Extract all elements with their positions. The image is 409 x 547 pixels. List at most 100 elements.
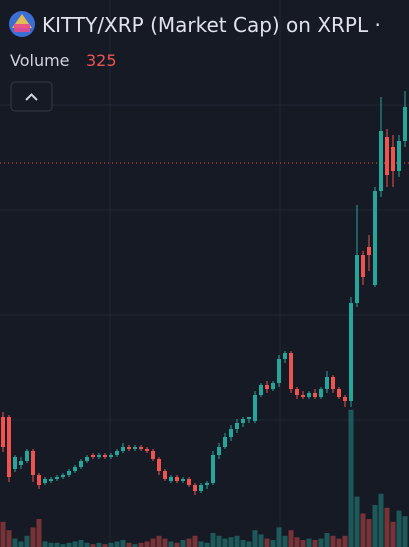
volume-bar	[48, 542, 54, 547]
candle-body	[247, 417, 251, 419]
volume-bar	[108, 542, 114, 547]
candle-body	[361, 255, 365, 277]
volume-bar	[342, 535, 348, 547]
volume-bar	[168, 541, 174, 547]
candle-body	[157, 459, 161, 471]
candle-body	[349, 303, 353, 401]
candle-body	[295, 389, 299, 395]
candle-body	[85, 457, 89, 461]
volume-bar	[198, 541, 204, 547]
volume-bar	[186, 538, 192, 547]
volume-bar	[360, 513, 366, 547]
candle-body	[133, 447, 137, 449]
volume-bar	[372, 505, 378, 547]
volume-bar	[114, 541, 120, 547]
candle-body	[325, 377, 329, 389]
volume-bar	[252, 530, 258, 547]
candle-body	[331, 377, 335, 389]
candle-body	[277, 359, 281, 383]
volume-bar	[366, 519, 372, 547]
candle-body	[271, 383, 275, 389]
volume-bar	[156, 535, 162, 547]
candle-body	[367, 247, 371, 255]
candle-body	[151, 451, 155, 459]
volume-bar	[270, 540, 276, 547]
volume-bar	[240, 540, 246, 547]
candle-body	[37, 475, 41, 485]
volume-bar	[210, 533, 216, 547]
volume-bar	[318, 538, 324, 547]
candle-body	[121, 447, 125, 451]
candle-body	[259, 385, 263, 395]
candle-body	[97, 455, 101, 457]
volume-bar	[90, 544, 96, 547]
volume-bar	[288, 530, 294, 547]
volume-bar	[24, 535, 30, 547]
candle-body	[283, 353, 287, 359]
candle-body	[193, 485, 197, 491]
candle-body	[199, 485, 203, 491]
candle-body	[1, 417, 5, 447]
volume-bar	[204, 542, 210, 547]
volume-bar	[294, 537, 300, 547]
volume-bar	[18, 541, 24, 547]
candle-body	[223, 437, 227, 447]
candle-body	[343, 397, 347, 401]
candle-body	[139, 447, 143, 449]
volume-bar	[36, 519, 42, 547]
volume-bar	[138, 542, 144, 547]
candle-body	[265, 385, 269, 389]
volume-bar	[348, 409, 354, 547]
candle-body	[109, 455, 113, 457]
volume-bar	[402, 516, 408, 547]
legend-overlay: KITTY/XRP (Market Cap) on XRPL · Volume …	[9, 11, 381, 112]
volume-bar	[120, 540, 126, 547]
candle-body	[217, 447, 221, 455]
volume-value: 325	[86, 51, 117, 70]
volume-bar	[378, 493, 384, 547]
volume-bar	[246, 541, 252, 547]
volume-bar	[6, 530, 12, 547]
volume-bar	[258, 534, 264, 547]
volume-bar	[144, 541, 150, 547]
collapse-button[interactable]	[10, 81, 53, 112]
volume-bar	[78, 540, 84, 547]
candle-body	[211, 455, 215, 483]
candle-body	[229, 429, 233, 437]
volume-bar	[384, 507, 390, 547]
volume-bar	[30, 527, 36, 547]
volume-bar	[330, 535, 336, 547]
candle-body	[301, 395, 305, 397]
candle-body	[103, 455, 107, 457]
candle-body	[55, 477, 59, 479]
candle-body	[253, 395, 257, 421]
candle-body	[397, 141, 401, 171]
volume-bar	[180, 540, 186, 547]
volume-bar	[126, 542, 132, 547]
candle-body	[175, 477, 179, 481]
symbol-title: KITTY/XRP (Market Cap) on XRPL ·	[42, 13, 381, 37]
volume-bar	[150, 538, 156, 547]
candle-body	[169, 477, 173, 481]
candle-body	[181, 479, 185, 481]
candle-body	[373, 191, 377, 285]
volume-bar	[396, 510, 402, 547]
candle-body	[31, 451, 35, 475]
candle-body	[403, 107, 407, 141]
volume-bar	[96, 542, 102, 547]
candle-body	[385, 137, 389, 175]
volume-bar	[174, 542, 180, 547]
volume-bar	[336, 538, 342, 547]
volume-bar	[54, 542, 60, 547]
candle-body	[187, 479, 191, 485]
volume-bar	[264, 538, 270, 547]
volume-bar	[390, 521, 396, 547]
candle-body	[115, 451, 119, 455]
candle-body	[67, 471, 71, 475]
volume-bar	[72, 541, 78, 547]
candle-body	[355, 255, 359, 303]
volume-bar	[102, 544, 108, 547]
candle-body	[43, 479, 47, 483]
